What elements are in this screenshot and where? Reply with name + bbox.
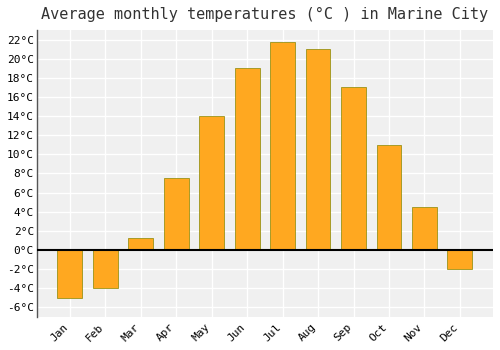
Bar (58, 250, 82, 298)
Bar (270, 42, 295, 250)
Bar (376, 145, 402, 250)
Bar (412, 207, 437, 250)
Bar (164, 178, 188, 250)
Title: Average monthly temperatures (°C ) in Marine City: Average monthly temperatures (°C ) in Ma… (42, 7, 488, 22)
Bar (235, 68, 260, 250)
Bar (306, 49, 330, 250)
Bar (128, 238, 153, 250)
Bar (341, 88, 366, 250)
Bar (93, 250, 118, 288)
Bar (200, 116, 224, 250)
Bar (448, 250, 472, 269)
